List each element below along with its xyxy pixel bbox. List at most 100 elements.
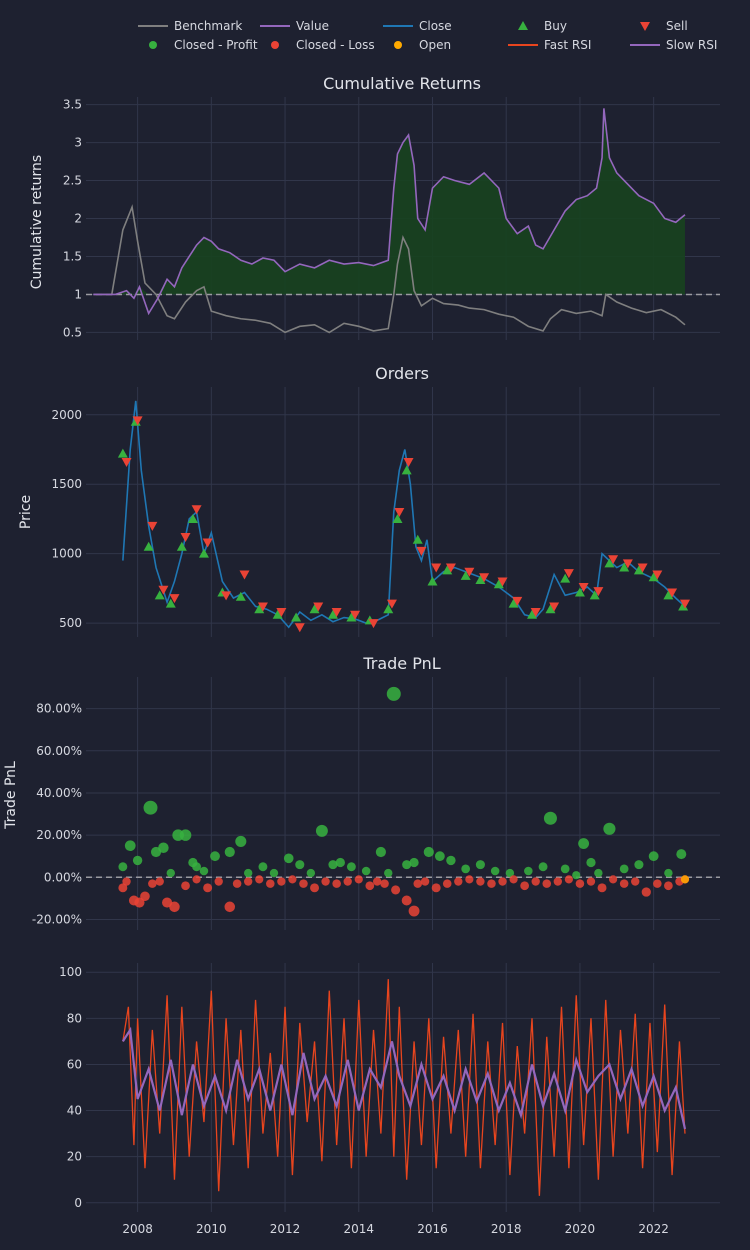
sell-marker (368, 619, 379, 629)
y-tick-label: 60.00% (36, 744, 82, 758)
sell-marker (652, 570, 663, 580)
legend-label-closed-profit[interactable]: Closed - Profit (174, 38, 258, 52)
legend-label-fast-rsi[interactable]: Fast RSI (544, 38, 591, 52)
buy-marker (560, 573, 571, 583)
sell-marker (191, 505, 202, 515)
legend-swatch-closed-profit (149, 41, 157, 49)
sell-marker (331, 608, 342, 617)
closed-loss-marker (619, 879, 629, 888)
closed-loss-marker (465, 875, 474, 884)
closed-loss-marker (542, 879, 552, 888)
closed-loss-marker (224, 901, 236, 913)
x-tick-label: 2016 (417, 1222, 448, 1236)
plot-area (86, 387, 720, 637)
buy-marker (574, 587, 585, 597)
closed-profit-marker (361, 866, 371, 876)
x-tick-label: 2022 (638, 1222, 669, 1236)
buy-marker (648, 572, 659, 582)
buy-marker (154, 590, 165, 600)
buy-marker (165, 598, 176, 608)
sell-marker (445, 563, 456, 573)
y-tick-label: 2 (74, 212, 82, 226)
closed-profit-marker (594, 868, 603, 878)
cumulative-returns-panel: Cumulative Returns Cumulative returns 0.… (29, 74, 720, 340)
y-tick-label: 0.00% (44, 870, 82, 884)
closed-loss-marker (203, 883, 213, 893)
y-tick-label: 2000 (51, 408, 82, 422)
buy-marker (508, 598, 519, 608)
closed-loss-marker (134, 897, 145, 908)
sell-marker (416, 546, 427, 556)
closed-loss-marker (354, 875, 363, 884)
sell-marker (239, 570, 250, 580)
closed-profit-marker (235, 835, 247, 847)
closed-loss-marker (266, 879, 275, 888)
closed-profit-marker (409, 857, 419, 868)
sell-marker (637, 563, 648, 573)
closed-loss-marker (597, 883, 607, 893)
y-tick-label: 3 (74, 136, 82, 150)
closed-profit-marker (269, 868, 279, 878)
y-tick-label: 0.5 (63, 325, 82, 339)
sell-marker (350, 610, 361, 620)
buy-marker (427, 576, 438, 586)
orders-panel: Orders Price 500 1000 1500 2000 (18, 364, 720, 637)
closed-loss-marker (586, 877, 596, 886)
closed-profit-marker (224, 846, 235, 858)
closed-profit-marker (475, 860, 485, 870)
buy-marker (272, 609, 283, 619)
closed-loss-marker (476, 877, 485, 886)
closed-loss-marker (277, 877, 286, 886)
closed-profit-marker (538, 862, 548, 872)
legend-swatch-buy (518, 21, 528, 30)
y-tick-label: 2.5 (63, 174, 82, 188)
closed-loss-marker (401, 895, 412, 906)
legend-swatch-sell (640, 22, 650, 31)
sell-marker (132, 416, 143, 426)
x-tick-label: 2010 (196, 1222, 227, 1236)
orders-title: Orders (375, 364, 429, 383)
buy-marker (176, 541, 187, 551)
closed-loss-marker (181, 881, 190, 891)
legend-label-slow-rsi[interactable]: Slow RSI (666, 38, 717, 52)
legend-label-closed-loss[interactable]: Closed - Loss (296, 38, 375, 52)
cumulative-returns-title: Cumulative Returns (323, 74, 481, 93)
y-tick-label: 1000 (51, 547, 82, 561)
closed-profit-marker (192, 862, 202, 872)
closed-profit-marker (244, 868, 253, 878)
legend-label-benchmark[interactable]: Benchmark (174, 19, 242, 33)
legend[interactable]: Benchmark Value Close Buy Sell Closed - Profi… (138, 19, 717, 52)
closed-loss-marker (487, 879, 496, 888)
closed-loss-marker (169, 901, 180, 913)
legend-label-close[interactable]: Close (419, 19, 452, 33)
sell-marker (608, 555, 619, 565)
slow-rsi-line (121, 1026, 687, 1130)
closed-profit-marker (505, 868, 515, 878)
buy-marker (460, 570, 471, 580)
sell-marker (563, 569, 574, 579)
closed-profit-marker (375, 846, 386, 858)
closed-loss-marker (442, 879, 452, 888)
closed-profit-marker (634, 860, 644, 870)
closed-profit-marker (306, 868, 316, 878)
closed-profit-marker (402, 860, 412, 870)
sell-marker (386, 599, 397, 609)
closed-loss-marker (255, 875, 264, 884)
buy-marker (327, 609, 338, 619)
closed-profit-marker (143, 800, 158, 815)
closed-profit-marker (543, 811, 557, 825)
closed-loss-marker (564, 875, 573, 884)
y-tick-label: -20.00% (32, 912, 82, 926)
closed-loss-marker (140, 891, 150, 902)
buy-marker (633, 565, 644, 575)
legend-label-sell[interactable]: Sell (666, 19, 688, 33)
sell-marker (180, 533, 191, 542)
buy-marker (187, 513, 198, 523)
legend-swatch-closed-loss (271, 41, 279, 49)
legend-label-buy[interactable]: Buy (544, 19, 567, 33)
y-tick-label: 60 (67, 1057, 82, 1071)
buy-marker (604, 558, 615, 568)
legend-label-value[interactable]: Value (296, 19, 329, 33)
plot-area (86, 677, 720, 930)
legend-label-open[interactable]: Open (419, 38, 451, 52)
